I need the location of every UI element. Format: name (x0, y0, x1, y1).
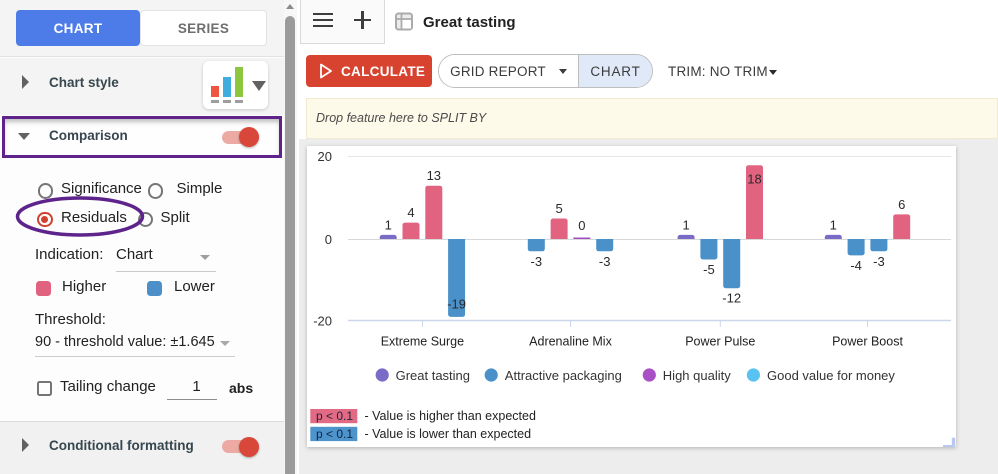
svg-text:Good value for money: Good value for money (767, 368, 895, 383)
svg-text:-4: -4 (850, 258, 862, 273)
svg-text:-5: -5 (703, 262, 715, 277)
svg-text:Extreme Surge: Extreme Surge (381, 335, 464, 349)
svg-text:- Value is lower than expected: - Value is lower than expected (365, 427, 532, 441)
svg-text:1: 1 (385, 217, 392, 232)
svg-text:0: 0 (578, 218, 585, 233)
svg-text:p < 0.1: p < 0.1 (316, 427, 353, 441)
svg-text:-12: -12 (722, 291, 741, 306)
svg-text:-3: -3 (599, 254, 611, 269)
svg-text:Attractive packaging: Attractive packaging (505, 368, 622, 383)
svg-text:-20: -20 (313, 314, 332, 329)
svg-text:Power Boost: Power Boost (832, 335, 903, 349)
svg-text:Adrenaline Mix: Adrenaline Mix (529, 335, 612, 349)
svg-text:-19: -19 (447, 297, 466, 312)
svg-text:-3: -3 (873, 254, 885, 269)
svg-text:4: 4 (407, 205, 414, 220)
svg-text:High quality: High quality (663, 368, 731, 383)
svg-text:Great tasting: Great tasting (396, 368, 470, 383)
svg-text:Power Pulse: Power Pulse (685, 335, 755, 349)
svg-text:13: 13 (427, 168, 441, 183)
svg-text:- Value is higher than expecte: - Value is higher than expected (365, 409, 536, 423)
svg-text:20: 20 (318, 149, 332, 164)
svg-text:1: 1 (682, 217, 689, 232)
svg-text:-3: -3 (531, 254, 543, 269)
svg-text:p < 0.1: p < 0.1 (316, 409, 353, 423)
svg-text:6: 6 (898, 197, 905, 212)
svg-text:5: 5 (555, 201, 562, 216)
svg-text:1: 1 (830, 217, 837, 232)
svg-text:0: 0 (325, 232, 332, 247)
svg-text:18: 18 (747, 172, 761, 187)
